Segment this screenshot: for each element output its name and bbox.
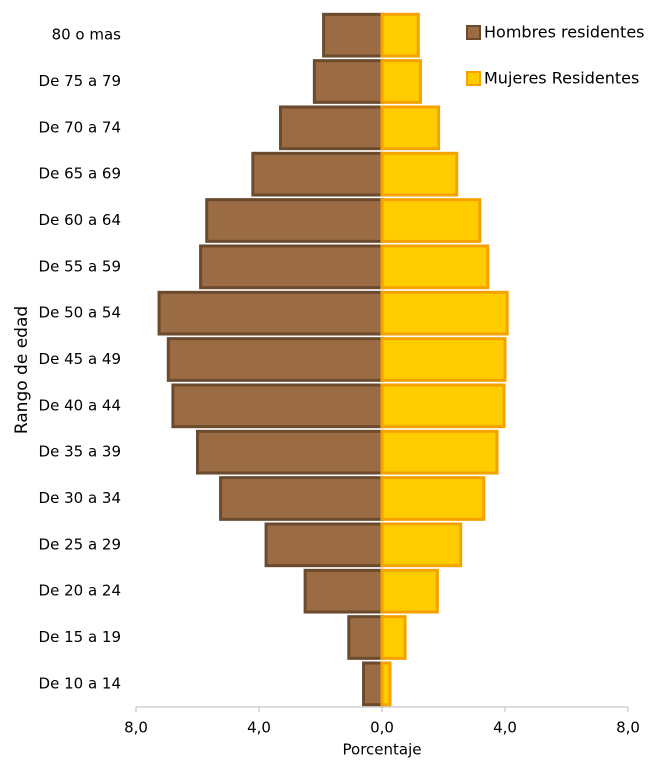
bar xyxy=(380,476,486,521)
bar xyxy=(347,615,384,660)
bar xyxy=(312,59,384,104)
bar xyxy=(380,59,422,104)
bar xyxy=(166,337,384,382)
legend-label: Hombres residentes xyxy=(484,23,645,42)
bar xyxy=(219,476,384,521)
bar xyxy=(171,383,384,429)
y-tick-label: De 15 a 19 xyxy=(39,628,121,646)
bar xyxy=(380,290,509,336)
bar xyxy=(199,244,384,290)
y-tick-label: De 30 a 34 xyxy=(39,489,121,507)
x-tick-label: 0,0 xyxy=(370,719,394,737)
bar xyxy=(380,337,507,382)
x-tick-label: 8,0 xyxy=(616,719,640,737)
bar xyxy=(380,198,482,243)
x-axis-title: Porcentaje xyxy=(343,741,422,759)
legend-swatch xyxy=(466,71,481,86)
bar xyxy=(196,429,384,475)
y-tick-label: De 45 a 49 xyxy=(39,350,121,368)
bar xyxy=(251,151,384,197)
bar xyxy=(303,568,384,614)
bar xyxy=(380,661,392,707)
y-tick-label: De 50 a 54 xyxy=(39,304,121,322)
y-tick-label: De 65 a 69 xyxy=(39,165,121,183)
y-tick-label: De 25 a 29 xyxy=(39,535,121,553)
bar xyxy=(380,105,441,151)
bar xyxy=(322,12,384,58)
y-axis-title: Rango de edad xyxy=(12,306,32,434)
y-tick-label: De 20 a 24 xyxy=(39,582,121,600)
bar xyxy=(380,615,407,660)
bar xyxy=(157,290,384,336)
legend-swatch xyxy=(466,25,481,40)
bar xyxy=(380,429,499,475)
legend-label: Mujeres Residentes xyxy=(484,69,639,88)
y-tick-label: De 60 a 64 xyxy=(39,211,121,229)
bar xyxy=(380,151,459,197)
bar xyxy=(264,522,384,568)
bar xyxy=(362,661,384,707)
y-tick-label: De 55 a 59 xyxy=(39,257,121,275)
x-tick-label: 4,0 xyxy=(247,719,271,737)
y-tick-label: 80 o mas xyxy=(52,26,122,44)
bar xyxy=(380,568,439,614)
bar xyxy=(380,522,463,568)
bar xyxy=(205,198,384,243)
y-tick-label: De 75 a 79 xyxy=(39,72,121,90)
bar xyxy=(279,105,384,151)
x-tick-label: 4,0 xyxy=(493,719,517,737)
bar xyxy=(380,244,490,290)
y-tick-label: De 10 a 14 xyxy=(39,674,121,692)
bar xyxy=(380,12,420,58)
y-tick-label: De 35 a 39 xyxy=(39,443,121,461)
bar xyxy=(380,383,506,429)
y-tick-label: De 70 a 74 xyxy=(39,118,121,136)
x-tick-label: 8,0 xyxy=(124,719,148,737)
y-tick-label: De 40 a 44 xyxy=(39,396,121,414)
